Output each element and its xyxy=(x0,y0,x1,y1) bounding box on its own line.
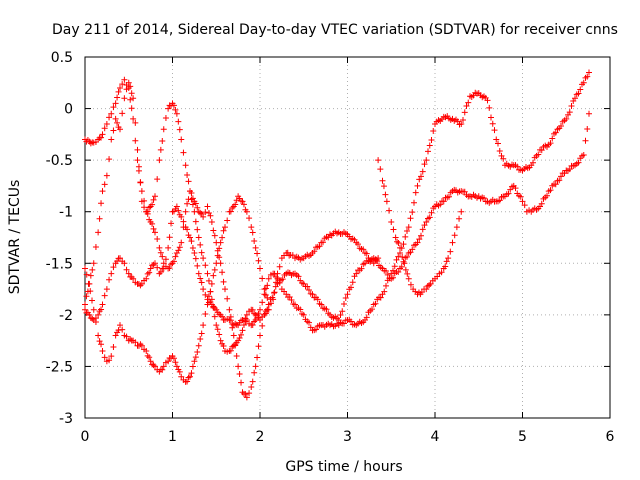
series-track-2 xyxy=(82,69,592,334)
y-axis-label: SDTVAR / TECUs xyxy=(7,180,23,295)
x-axis-label: GPS time / hours xyxy=(285,459,402,475)
y-tick-label: -2.5 xyxy=(46,359,73,375)
series-markers xyxy=(82,193,382,385)
x-tick-label: 0 xyxy=(81,429,90,445)
x-tick-label: 6 xyxy=(606,429,615,445)
x-tick-label: 1 xyxy=(168,429,177,445)
series-track-4 xyxy=(82,76,592,401)
x-tick-labels: 0 1 2 3 4 5 6 xyxy=(81,429,615,445)
series-markers xyxy=(82,69,592,334)
y-tick-label: -1.5 xyxy=(46,256,73,272)
y-tick-label: -2 xyxy=(59,308,73,324)
series-markers xyxy=(375,157,465,298)
series-track-3 xyxy=(82,79,272,355)
x-tick-label: 5 xyxy=(518,429,527,445)
series-track-1 xyxy=(82,193,382,385)
y-tick-label: -3 xyxy=(59,411,73,427)
chart-title: Day 211 of 2014, Sidereal Day-to-day VTE… xyxy=(52,22,618,38)
series-markers xyxy=(82,76,592,401)
y-tick-labels: 0.5 0 -0.5 -1 -1.5 -2 -2.5 -3 xyxy=(46,50,73,427)
series-track-5 xyxy=(375,157,465,298)
y-tick-label: -0.5 xyxy=(46,153,73,169)
y-tick-label: 0 xyxy=(64,102,73,118)
x-tick-label: 3 xyxy=(343,429,352,445)
y-tick-label: 0.5 xyxy=(51,50,73,66)
data-markers xyxy=(82,69,592,401)
x-tick-label: 2 xyxy=(256,429,265,445)
x-tick-label: 4 xyxy=(431,429,440,445)
series-markers xyxy=(82,79,272,355)
y-tick-label: -1 xyxy=(59,205,73,221)
